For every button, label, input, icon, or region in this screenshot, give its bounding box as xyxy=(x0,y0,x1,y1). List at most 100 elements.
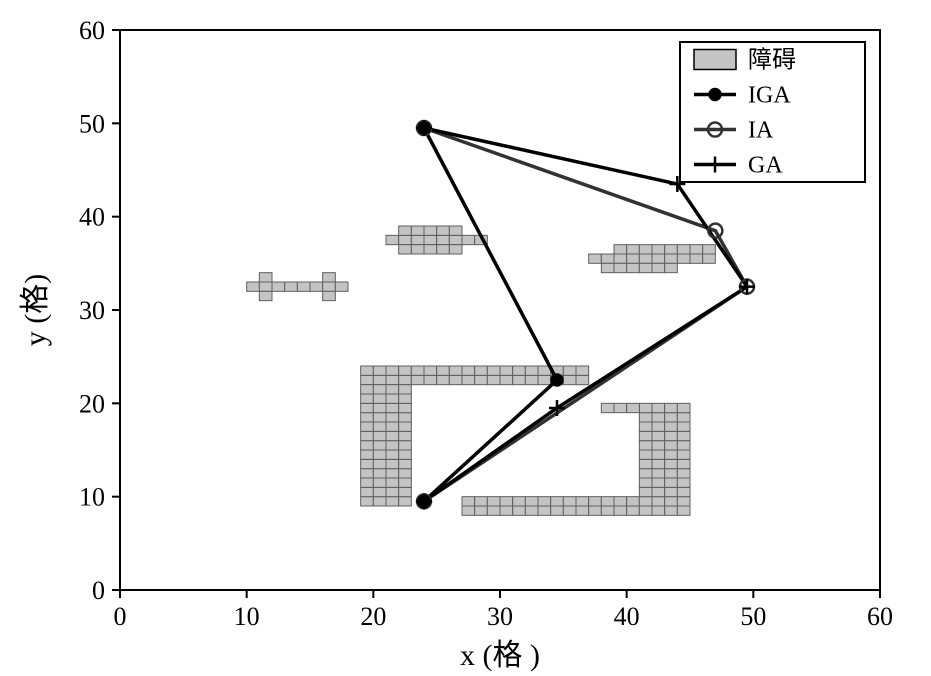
obstacle-cell xyxy=(386,385,399,394)
obstacle-cell xyxy=(259,282,272,291)
obstacle-cell xyxy=(449,235,462,244)
obstacle-cell xyxy=(361,469,374,478)
obstacle-cell xyxy=(361,403,374,412)
obstacle-cell xyxy=(462,497,475,506)
obstacle-cell xyxy=(652,263,665,272)
obstacle-cell xyxy=(665,263,678,272)
obstacle-cell xyxy=(563,506,576,515)
obstacle-cell xyxy=(627,254,640,263)
obstacle-cell xyxy=(665,487,678,496)
marker-filled-circle xyxy=(551,374,563,386)
obstacle-cell xyxy=(386,487,399,496)
obstacle-cell xyxy=(614,254,627,263)
obstacle-cell xyxy=(386,403,399,412)
obstacle-cell xyxy=(449,226,462,235)
obstacle-cell xyxy=(665,469,678,478)
obstacle-cell xyxy=(665,459,678,468)
obstacle-cell xyxy=(411,245,424,254)
legend-label: IGA xyxy=(748,83,791,109)
obstacle-cell xyxy=(399,487,412,496)
obstacle-cell xyxy=(677,422,690,431)
x-tick-label: 20 xyxy=(360,602,386,631)
obstacle-cell xyxy=(513,375,526,384)
obstacle-cell xyxy=(437,235,450,244)
obstacle-cell xyxy=(639,487,652,496)
obstacle-cell xyxy=(639,254,652,263)
x-tick-label: 0 xyxy=(114,602,127,631)
obstacle-cell xyxy=(652,497,665,506)
marker-filled-circle xyxy=(418,122,430,134)
obstacle-cell xyxy=(399,431,412,440)
obstacle-cell xyxy=(297,282,310,291)
obstacle-cell xyxy=(437,375,450,384)
obstacle-cell xyxy=(386,469,399,478)
obstacle-cell xyxy=(601,497,614,506)
obstacle-cell xyxy=(411,226,424,235)
obstacle-cell xyxy=(563,497,576,506)
obstacle-cell xyxy=(690,254,703,263)
obstacle-cell xyxy=(513,506,526,515)
obstacle-cell xyxy=(399,375,412,384)
obstacle-cell xyxy=(652,441,665,450)
obstacle-cell xyxy=(677,413,690,422)
obstacle-cell xyxy=(500,506,513,515)
obstacle-cell xyxy=(399,497,412,506)
obstacle-cell xyxy=(449,366,462,375)
obstacle-cell xyxy=(373,403,386,412)
legend-swatch-icon xyxy=(694,50,736,70)
obstacle-cell xyxy=(399,413,412,422)
obstacle-cell xyxy=(386,394,399,403)
obstacle-cell xyxy=(386,459,399,468)
obstacle-cell xyxy=(665,403,678,412)
obstacle-cell xyxy=(589,497,602,506)
obstacle-cell xyxy=(399,469,412,478)
obstacle-cell xyxy=(614,403,627,412)
obstacle-cell xyxy=(449,245,462,254)
obstacle-cell xyxy=(373,469,386,478)
obstacle-cell xyxy=(639,478,652,487)
obstacle-cell xyxy=(665,413,678,422)
obstacle-cell xyxy=(386,413,399,422)
obstacle-cell xyxy=(665,441,678,450)
obstacle-cell xyxy=(677,431,690,440)
obstacle-cell xyxy=(361,459,374,468)
obstacle-cell xyxy=(601,263,614,272)
legend-label: 障碍 xyxy=(748,47,796,74)
obstacle-cell xyxy=(361,413,374,422)
obstacle-cell xyxy=(601,506,614,515)
obstacle-cell xyxy=(665,431,678,440)
obstacle-cell xyxy=(399,478,412,487)
obstacle-cell xyxy=(373,375,386,384)
obstacle-cell xyxy=(665,254,678,263)
obstacle-cell xyxy=(411,235,424,244)
obstacle-cell xyxy=(386,366,399,375)
obstacle-cell xyxy=(639,245,652,254)
obstacle-cell xyxy=(335,282,348,291)
y-tick-label: 0 xyxy=(92,576,105,605)
obstacle-cell xyxy=(424,226,437,235)
legend-label: IA xyxy=(748,118,774,144)
obstacle-cell xyxy=(373,394,386,403)
obstacle-cell xyxy=(639,506,652,515)
obstacle-cell xyxy=(462,375,475,384)
obstacle-cell xyxy=(525,366,538,375)
obstacle-cell xyxy=(373,422,386,431)
obstacle-cell xyxy=(665,497,678,506)
obstacle-cell xyxy=(677,487,690,496)
obstacle-cell xyxy=(399,441,412,450)
chart-svg: 0102030405060x (格 )0102030405060y (格)障碍I… xyxy=(0,0,931,676)
y-axis-label: y (格) xyxy=(19,274,52,346)
obstacle-cell xyxy=(652,422,665,431)
x-axis-label: x (格 ) xyxy=(460,639,540,672)
obstacle-cell xyxy=(259,291,272,300)
obstacle-cell xyxy=(373,431,386,440)
obstacle-cell xyxy=(462,506,475,515)
obstacle-cell xyxy=(361,487,374,496)
obstacle-cell xyxy=(285,282,298,291)
obstacle-cell xyxy=(601,254,614,263)
obstacle-cell xyxy=(639,431,652,440)
obstacle-cell xyxy=(373,459,386,468)
obstacle-cell xyxy=(589,506,602,515)
obstacle-cell xyxy=(652,469,665,478)
obstacle-cell xyxy=(677,506,690,515)
